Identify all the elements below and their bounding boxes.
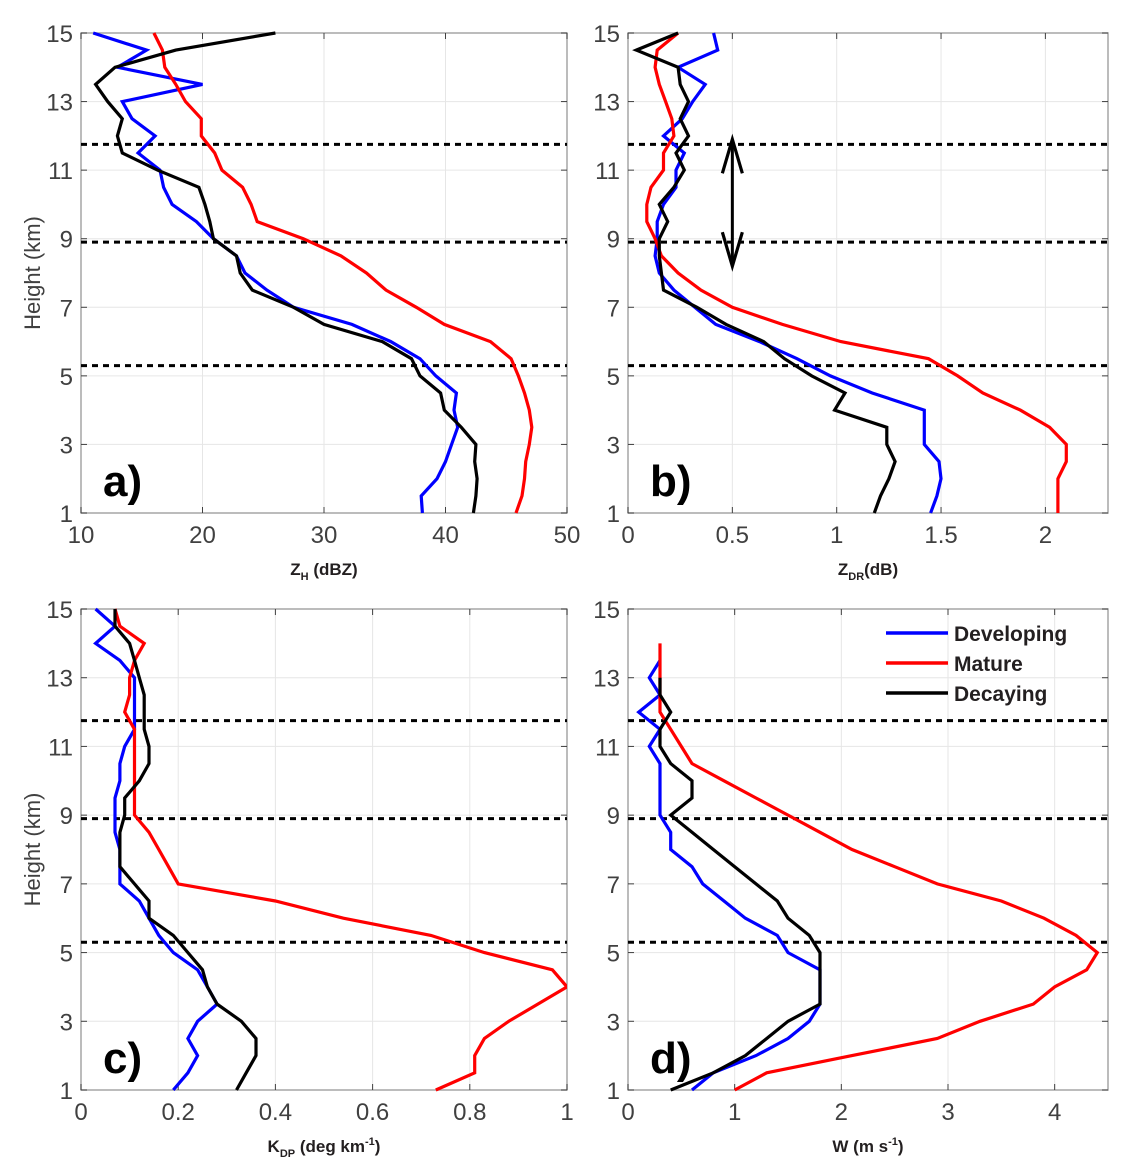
series-line-developing xyxy=(636,659,822,1092)
arrow-head-up-icon xyxy=(720,133,744,174)
legend: Developing Mature Decaying xyxy=(886,623,1067,706)
axes-frame xyxy=(80,608,568,1091)
y-tick-label: 5 xyxy=(60,941,73,968)
y-tick-label: 3 xyxy=(60,1009,73,1036)
x-axis-label: ZH (dBZ) xyxy=(290,560,357,583)
x-tick-label: 1 xyxy=(728,1099,741,1126)
x-tick-label: 3 xyxy=(941,1099,954,1126)
legend-label-developing: Developing xyxy=(954,623,1067,646)
y-tick-label: 9 xyxy=(60,803,73,830)
panel-label: c) xyxy=(103,1034,142,1083)
plot-area xyxy=(628,33,1108,513)
x-tick-label: 1 xyxy=(560,1099,573,1126)
x-tick-label: 0.4 xyxy=(259,1099,292,1126)
series-line-mature xyxy=(658,643,1100,1092)
x-tick-label: 30 xyxy=(311,522,338,549)
panel-label: b) xyxy=(650,457,692,506)
x-tick-label: 1 xyxy=(830,522,843,549)
y-tick-label: 13 xyxy=(593,90,620,117)
x-tick-label: 0 xyxy=(74,1099,87,1126)
y-tick-label: 15 xyxy=(593,597,620,624)
y-tick-label: 1 xyxy=(607,1078,620,1105)
x-axis-label: ZDR(dB) xyxy=(838,560,898,583)
x-tick-label: 0.8 xyxy=(453,1099,486,1126)
y-tick-label: 11 xyxy=(595,734,620,761)
x-tick-label: 4 xyxy=(1048,1099,1061,1126)
y-axis-label: Height (km) xyxy=(20,793,45,907)
legend-label-decaying: Decaying xyxy=(954,683,1047,706)
y-tick-label: 5 xyxy=(607,941,620,968)
y-tick-label: 11 xyxy=(48,734,73,761)
legend-label-mature: Mature xyxy=(954,653,1023,676)
series-line-mature xyxy=(152,32,534,514)
series-line-developing xyxy=(92,31,460,514)
y-tick-label: 7 xyxy=(60,872,73,899)
y-tick-label: 7 xyxy=(607,295,620,322)
panel-label: a) xyxy=(103,457,142,506)
y-tick-label: 7 xyxy=(60,295,73,322)
y-tick-label: 13 xyxy=(593,666,620,693)
series-line-decaying xyxy=(93,31,479,514)
y-tick-label: 9 xyxy=(607,227,620,254)
y-tick-label: 3 xyxy=(607,432,620,459)
x-axis-label: KDP (deg km-1) xyxy=(268,1136,381,1160)
y-tick-label: 3 xyxy=(60,432,73,459)
y-tick-label: 9 xyxy=(607,803,620,830)
series-line-decaying xyxy=(113,609,258,1091)
series-line-decaying xyxy=(632,31,897,514)
y-tick-label: 9 xyxy=(60,227,73,254)
y-tick-label: 7 xyxy=(607,872,620,899)
y-axis-label: Height (km) xyxy=(20,216,45,330)
plot-area xyxy=(628,609,1108,1090)
series-line-mature xyxy=(113,608,567,1092)
y-tick-label: 11 xyxy=(48,158,73,185)
series-line-mature xyxy=(645,31,1068,513)
x-axis-label: W (m s-1) xyxy=(832,1136,903,1156)
y-tick-label: 1 xyxy=(60,1078,73,1105)
x-tick-label: 2 xyxy=(835,1099,848,1126)
y-tick-label: 13 xyxy=(46,666,73,693)
x-tick-label: 0 xyxy=(621,1099,634,1126)
axes-frame xyxy=(627,608,1109,1091)
plot-area xyxy=(81,609,567,1090)
series-line-decaying xyxy=(658,677,822,1092)
x-tick-label: 1.5 xyxy=(924,522,957,549)
y-tick-label: 11 xyxy=(595,158,620,185)
series-line-developing xyxy=(653,32,943,514)
x-tick-label: 50 xyxy=(554,522,581,549)
y-tick-label: 5 xyxy=(607,364,620,391)
x-tick-label: 0.6 xyxy=(356,1099,389,1126)
y-tick-label: 15 xyxy=(46,597,73,624)
y-tick-label: 13 xyxy=(46,90,73,117)
axes-frame xyxy=(627,32,1109,514)
y-tick-label: 15 xyxy=(46,21,73,48)
x-tick-label: 40 xyxy=(432,522,459,549)
x-tick-label: 0 xyxy=(621,522,634,549)
x-tick-label: 2 xyxy=(1039,522,1052,549)
panel-label: d) xyxy=(650,1034,692,1083)
y-tick-label: 1 xyxy=(607,501,620,528)
y-tick-label: 15 xyxy=(593,21,620,48)
x-tick-label: 10 xyxy=(68,522,95,549)
x-tick-label: 20 xyxy=(189,522,216,549)
x-tick-label: 0.2 xyxy=(162,1099,195,1126)
x-tick-label: 0.5 xyxy=(716,522,749,549)
y-tick-label: 3 xyxy=(607,1009,620,1036)
arrow-head-down-icon xyxy=(720,231,744,272)
y-tick-label: 1 xyxy=(60,501,73,528)
y-tick-label: 5 xyxy=(60,364,73,391)
